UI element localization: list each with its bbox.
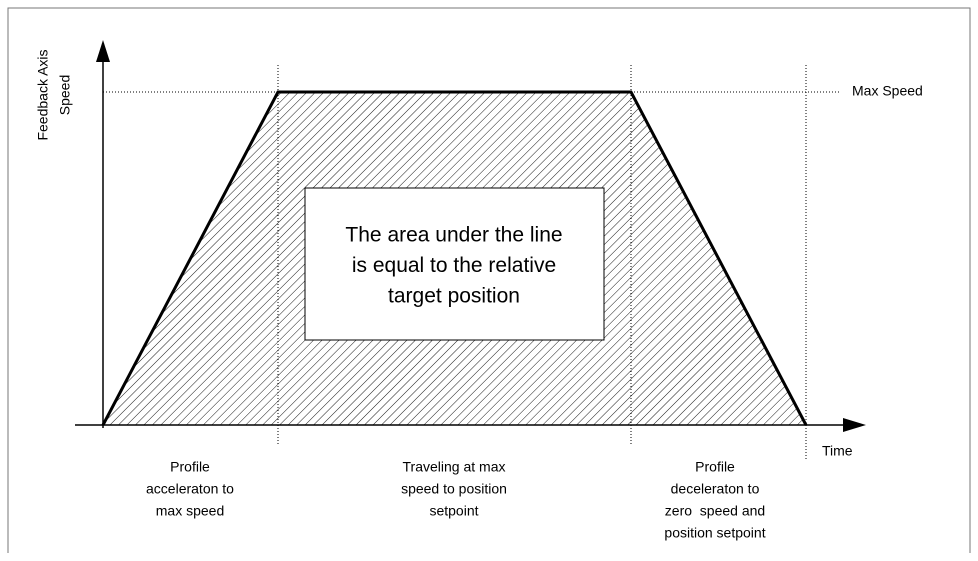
max-speed-label: Max Speed: [852, 83, 923, 99]
phase-label: acceleraton to: [146, 481, 234, 497]
y-axis-label: Feedback Axis: [35, 49, 51, 140]
frame: [7, 7, 971, 553]
speed-profile: [101, 90, 808, 426]
note-text: The area under the line: [345, 224, 562, 247]
y-axis-label: Speed: [57, 75, 73, 115]
phase-label: zero speed and: [665, 503, 765, 519]
phase-label: deceleraton to: [671, 481, 760, 497]
phase-label: Profile: [170, 459, 210, 475]
y-arrow: [96, 40, 110, 62]
note-text: is equal to the relative: [352, 254, 556, 277]
x-axis-label: Time: [822, 443, 853, 459]
phase-label: Traveling at max: [403, 459, 506, 475]
phase-label: Profile: [695, 459, 735, 475]
phase-label: setpoint: [429, 503, 478, 519]
x-arrow: [843, 418, 866, 432]
phase-label: max speed: [156, 503, 224, 519]
note-text: target position: [388, 285, 520, 308]
phase-label: speed to position: [401, 481, 507, 497]
note-box: [304, 187, 605, 341]
phase-label: position setpoint: [664, 525, 765, 541]
